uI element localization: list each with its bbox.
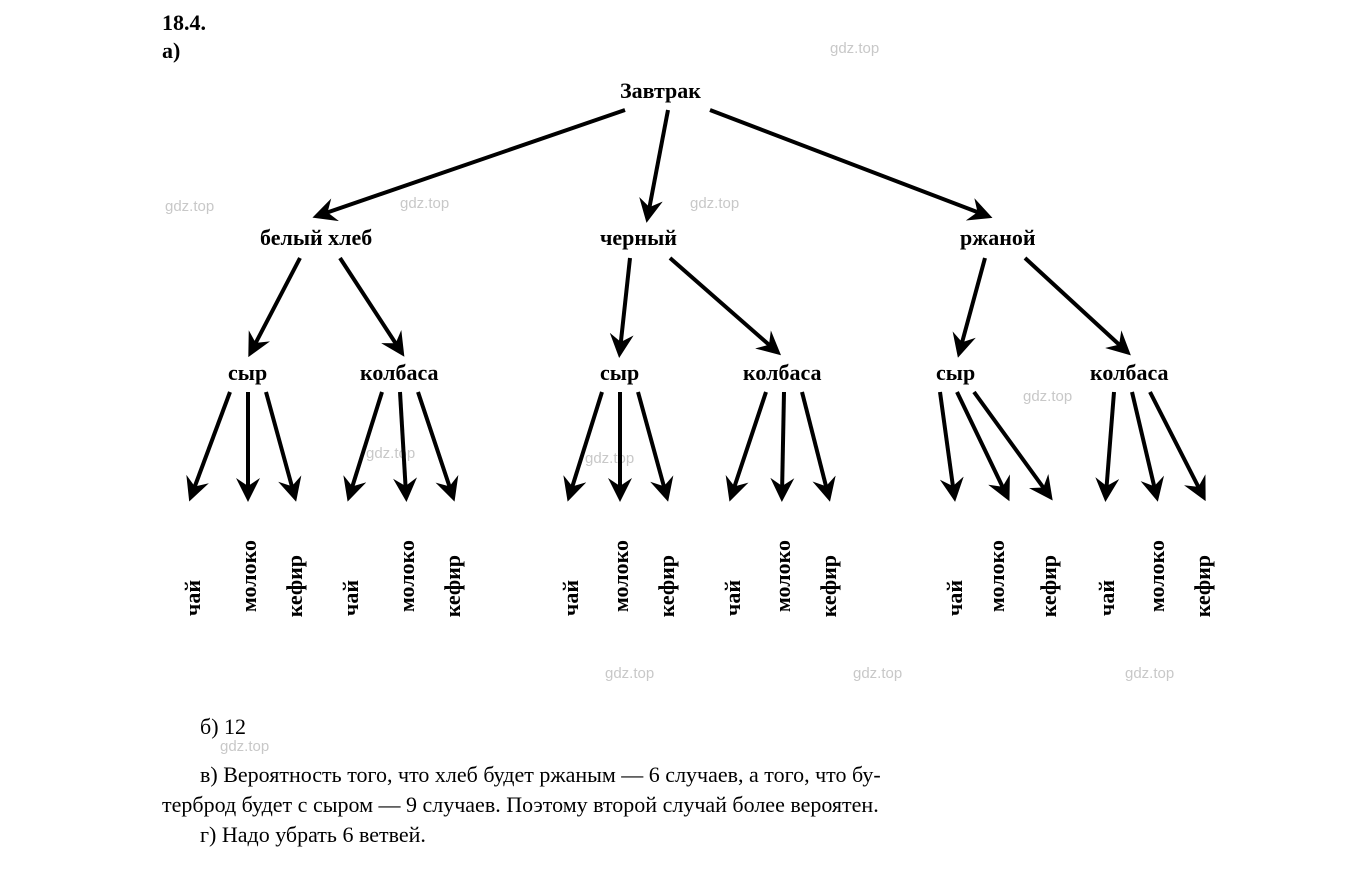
tree-leaf-milk: молоко	[1144, 540, 1170, 612]
answer-b: б) 12	[200, 712, 246, 742]
watermark: gdz.top	[605, 665, 654, 682]
tree-leaf-milk: молоко	[770, 540, 796, 612]
tree-leaf-kefir: кефир	[440, 555, 466, 617]
tree-leaf-milk: молоко	[984, 540, 1010, 612]
tree-leaf-kefir: кефир	[1036, 555, 1062, 617]
part-a-label: а)	[162, 38, 180, 64]
tree-arrows	[0, 0, 1349, 879]
answer-g: г) Надо убрать 6 ветвей.	[200, 820, 426, 850]
tree-leaf-milk: молоко	[394, 540, 420, 612]
watermark: gdz.top	[585, 450, 634, 467]
tree-leaf-tea: чай	[720, 580, 746, 616]
tree-leaf-kefir: кефир	[282, 555, 308, 617]
watermark: gdz.top	[853, 665, 902, 682]
tree-leaf-kefir: кефир	[816, 555, 842, 617]
tree-topping-sausage: колбаса	[743, 360, 821, 386]
tree-leaf-tea: чай	[558, 580, 584, 616]
watermark: gdz.top	[690, 195, 739, 212]
tree-topping-sausage: колбаса	[360, 360, 438, 386]
answer-v-line1: в) Вероятность того, что хлеб будет ржан…	[200, 760, 881, 790]
tree-leaf-milk: молоко	[608, 540, 634, 612]
tree-bread-black: черный	[600, 225, 677, 251]
tree-root: Завтрак	[620, 78, 701, 104]
watermark: gdz.top	[1125, 665, 1174, 682]
tree-bread-rye: ржаной	[960, 225, 1036, 251]
answer-v-line2: терброд будет с сыром — 9 случаев. Поэто…	[162, 790, 879, 820]
tree-leaf-tea: чай	[942, 580, 968, 616]
tree-bread-white: белый хлеб	[260, 225, 372, 251]
watermark: gdz.top	[1023, 388, 1072, 405]
watermark: gdz.top	[830, 40, 879, 57]
tree-leaf-tea: чай	[180, 580, 206, 616]
tree-leaf-milk: молоко	[236, 540, 262, 612]
watermark: gdz.top	[400, 195, 449, 212]
tree-leaf-tea: чай	[1094, 580, 1120, 616]
tree-leaf-kefir: кефир	[1190, 555, 1216, 617]
problem-number: 18.4.	[162, 10, 206, 36]
tree-leaf-kefir: кефир	[654, 555, 680, 617]
watermark: gdz.top	[366, 445, 415, 462]
tree-leaf-tea: чай	[338, 580, 364, 616]
tree-topping-cheese: сыр	[600, 360, 639, 386]
tree-topping-sausage: колбаса	[1090, 360, 1168, 386]
watermark: gdz.top	[165, 198, 214, 215]
tree-topping-cheese: сыр	[936, 360, 975, 386]
tree-topping-cheese: сыр	[228, 360, 267, 386]
